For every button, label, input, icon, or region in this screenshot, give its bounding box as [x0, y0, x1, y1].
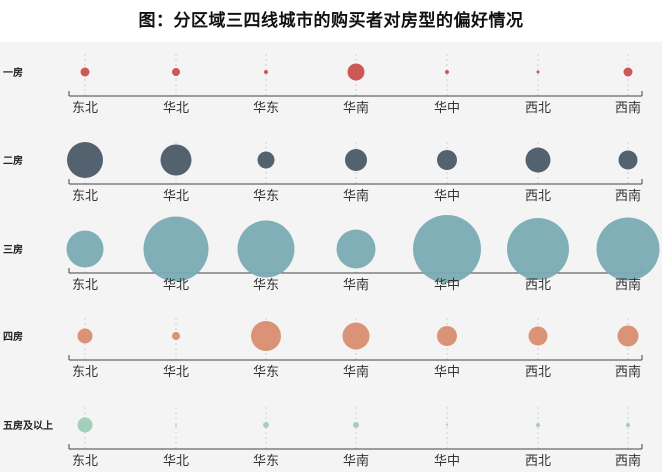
- row-label-4: 四房: [3, 330, 23, 343]
- x-tick-label: 西南: [615, 453, 641, 469]
- x-tick-label: 华东: [253, 454, 279, 469]
- x-tick-label: 华南: [343, 100, 369, 116]
- bubble-二房-华中: [437, 150, 457, 170]
- bubble-三房-西南: [596, 217, 660, 281]
- bubble-五房及以上-西南: [626, 423, 630, 427]
- bubble-一房-华东: [264, 70, 268, 74]
- x-tick-label: 华中: [434, 278, 460, 293]
- x-tick-label: 华北: [163, 278, 189, 293]
- bubble-一房-东北: [80, 67, 90, 77]
- bubble-三房-华中: [413, 215, 481, 283]
- x-tick-label: 西北: [525, 454, 551, 469]
- x-tick-label: 华南: [343, 277, 369, 293]
- x-tick-label: 华东: [253, 278, 279, 293]
- bubble-一房-华北: [172, 68, 180, 76]
- x-tick-label: 西北: [525, 278, 551, 293]
- bubble-五房及以上-华中: [446, 424, 448, 426]
- bubble-五房及以上-华南: [353, 422, 359, 428]
- bubble-四房-华东: [251, 321, 281, 351]
- x-tick-label: 西北: [525, 101, 551, 116]
- x-tick-label: 东北: [72, 101, 98, 116]
- bubble-二房-华东: [257, 151, 275, 169]
- x-tick-label: 西南: [615, 364, 641, 380]
- bubble-二房-西南: [618, 150, 638, 170]
- x-tick-label: 华东: [253, 189, 279, 204]
- bubble-四房-华南: [342, 322, 370, 350]
- bubble-三房-华东: [237, 220, 295, 278]
- bubble-五房及以上-东北: [77, 417, 93, 433]
- x-tick-label: 华北: [163, 454, 189, 469]
- bubble-四房-华北: [172, 332, 180, 340]
- x-tick-label: 东北: [72, 454, 98, 469]
- x-tick-label: 华中: [434, 454, 460, 469]
- bubble-五房及以上-西北: [536, 423, 540, 427]
- x-tick-label: 华南: [343, 364, 369, 380]
- x-tick-label: 华中: [434, 189, 460, 204]
- x-tick-label: 西北: [525, 365, 551, 380]
- bubble-二房-西北: [525, 147, 551, 173]
- x-tick-label: 西南: [615, 100, 641, 116]
- bubble-一房-西南: [623, 67, 633, 77]
- x-tick-label: 华南: [343, 188, 369, 204]
- bubble-三房-华南: [336, 229, 376, 269]
- x-tick-label: 华北: [163, 189, 189, 204]
- row-label-2: 二房: [3, 154, 23, 167]
- bubble-四房-东北: [77, 328, 93, 344]
- bubble-四房-华中: [437, 326, 457, 346]
- bubble-三房-华北: [143, 216, 209, 282]
- bubble-一房-华中: [445, 70, 449, 74]
- x-tick-label: 华南: [343, 453, 369, 469]
- x-tick-label: 西南: [615, 188, 641, 204]
- x-tick-label: 东北: [72, 189, 98, 204]
- x-tick-label: 华东: [253, 101, 279, 116]
- row-label-1: 一房: [3, 66, 23, 79]
- bubble-一房-华南: [347, 63, 365, 81]
- x-tick-label: 东北: [72, 365, 98, 380]
- bubble-三房-西北: [507, 218, 569, 280]
- x-tick-label: 西南: [615, 277, 641, 293]
- row-label-5: 五房及以上: [3, 419, 53, 432]
- bubble-二房-华北: [160, 144, 192, 176]
- x-tick-label: 华东: [253, 365, 279, 380]
- x-tick-label: 华中: [434, 365, 460, 380]
- x-tick-label: 华中: [434, 101, 460, 116]
- x-tick-label: 东北: [72, 278, 98, 293]
- bubble-五房及以上-华东: [263, 422, 269, 428]
- bubble-三房-东北: [66, 230, 104, 268]
- bubble-一房-西北: [536, 70, 540, 74]
- row-label-3: 三房: [3, 243, 23, 256]
- bubble-二房-东北: [67, 142, 103, 178]
- bubble-四房-西北: [528, 326, 548, 346]
- x-tick-label: 华北: [163, 101, 189, 116]
- bubble-四房-西南: [617, 325, 639, 347]
- bubble-五房及以上-华北: [175, 424, 177, 426]
- x-tick-label: 西北: [525, 189, 551, 204]
- bubble-二房-华南: [345, 149, 367, 171]
- chart-title: 图：分区域三四线城市的购买者对房型的偏好情况: [138, 11, 524, 31]
- x-tick-label: 华北: [163, 365, 189, 380]
